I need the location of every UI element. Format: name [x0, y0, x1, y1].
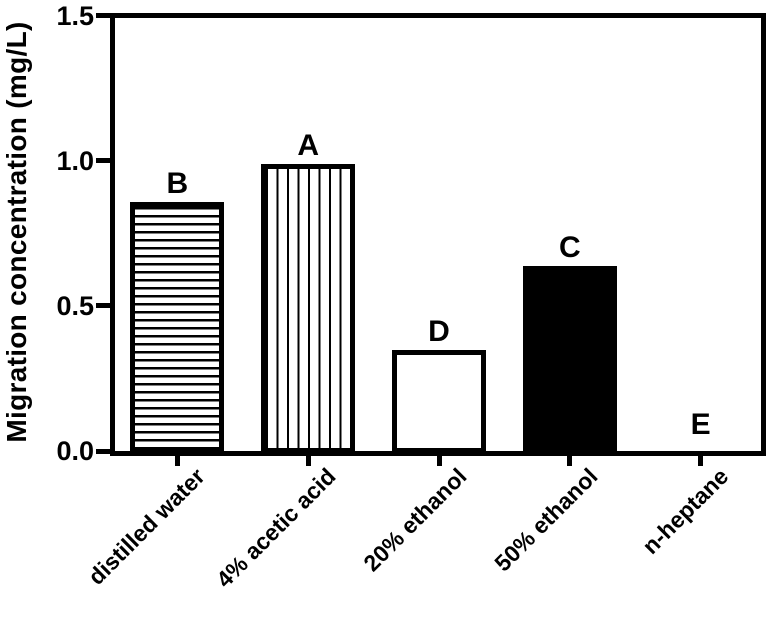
- y-axis-tick-mark: [96, 158, 110, 164]
- y-axis-title: Migration concentration (mg/L): [1, 21, 32, 443]
- y-axis-tick-label: 1.5: [56, 0, 94, 31]
- bar-significance-letter: A: [297, 129, 320, 162]
- bar-significance-letter: D: [428, 315, 450, 348]
- bar-significance-letter: B: [166, 167, 189, 200]
- x-axis-tick-mark: [436, 455, 442, 466]
- x-axis-tick-label: distilled water: [82, 463, 210, 590]
- x-axis-tick-label: 20% ethanol: [358, 463, 472, 577]
- x-axis-tick-mark: [305, 455, 311, 466]
- y-axis-tick-mark: [96, 303, 110, 309]
- y-axis-tick-label: 1.0: [56, 145, 94, 176]
- y-axis-tick-mark: [96, 448, 110, 454]
- bar: [392, 350, 486, 453]
- x-axis-tick-label: 50% ethanol: [488, 463, 603, 577]
- bar-significance-letter: E: [690, 408, 711, 441]
- bar: [130, 202, 225, 453]
- y-axis-tick-mark: [96, 13, 110, 18]
- x-axis-tick-label: n-heptane: [636, 463, 733, 560]
- y-axis-tick-label: 0.0: [56, 436, 94, 466]
- bar: [522, 266, 617, 453]
- x-axis-tick-mark: [567, 455, 573, 466]
- x-axis-tick-label: 4% acetic acid: [210, 463, 341, 593]
- bar-significance-letter: C: [558, 231, 581, 264]
- y-axis-tick-label: 0.5: [56, 290, 94, 321]
- x-axis-tick-mark: [698, 455, 704, 466]
- bar: [261, 164, 356, 453]
- x-axis-tick-mark: [174, 455, 180, 466]
